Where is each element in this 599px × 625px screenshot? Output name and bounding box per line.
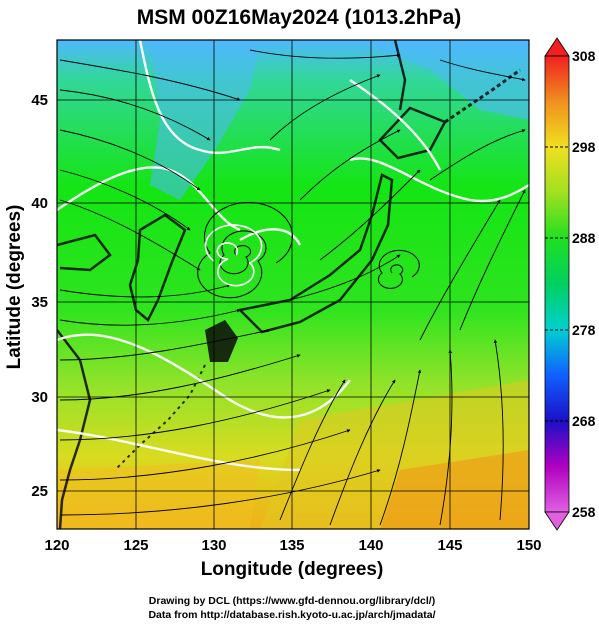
y-tick-label: 45 [31, 92, 48, 109]
colorbar-top-arrow [544, 37, 570, 57]
colorbar: 308 298 288 278 268 258 [544, 37, 596, 531]
kuril-chain [444, 68, 521, 124]
map-panel [57, 40, 529, 529]
colorbar-tick-label: 268 [572, 413, 596, 429]
colorbar-tick-label: 258 [572, 504, 596, 520]
hokkaido [378, 106, 447, 160]
isotherm-contours [57, 40, 529, 472]
y-tick-label: 35 [31, 294, 48, 311]
warm-region-southwest [57, 460, 260, 529]
credit-line-drawing: Drawing by DCL (https://www.gfd-dennou.o… [149, 595, 435, 607]
honshu [237, 173, 394, 334]
colorbar-tick-label: 288 [572, 230, 596, 246]
colorbar-bottom-arrow [544, 511, 570, 531]
land-masses [57, 40, 521, 529]
lat-lon-grid [57, 40, 529, 529]
x-axis-title: Longitude (degrees) [201, 559, 384, 580]
cold-pool-north [150, 40, 260, 200]
y-axis-title: Latitude (degrees) [4, 205, 25, 370]
x-tick-label: 135 [279, 537, 304, 554]
y-tick-label: 30 [31, 389, 48, 406]
y-axis: 45 40 35 30 25 [31, 92, 48, 500]
x-tick-label: 145 [437, 537, 462, 554]
x-tick-label: 150 [516, 537, 541, 554]
x-tick-label: 120 [44, 537, 69, 554]
x-axis: 120 125 130 135 140 145 150 [44, 537, 541, 554]
colorbar-gradient [544, 55, 570, 513]
x-tick-label: 130 [201, 537, 226, 554]
map-title: MSM 00Z16May2024 (1013.2hPa) [137, 6, 462, 29]
ryukyu-chain [114, 364, 206, 471]
colorbar-tick-label: 278 [572, 322, 596, 338]
hot-region-south [380, 450, 529, 529]
secondary-low-spiral [377, 249, 420, 289]
korea-coast [128, 213, 187, 322]
x-tick-label: 125 [123, 537, 148, 554]
credit-line-data: Data from http://database.rish.kyoto-u.a… [148, 609, 435, 621]
low-pressure-spiral [197, 201, 293, 299]
y-tick-label: 40 [31, 195, 48, 212]
map-frame [56, 39, 530, 530]
x-tick-label: 140 [358, 537, 383, 554]
colorbar-tick-label: 308 [572, 48, 596, 64]
shandong-coast [57, 233, 112, 272]
colorbar-tick-label: 298 [572, 139, 596, 155]
streamlines [59, 49, 526, 526]
kyushu [205, 320, 238, 362]
y-tick-label: 25 [31, 483, 48, 500]
